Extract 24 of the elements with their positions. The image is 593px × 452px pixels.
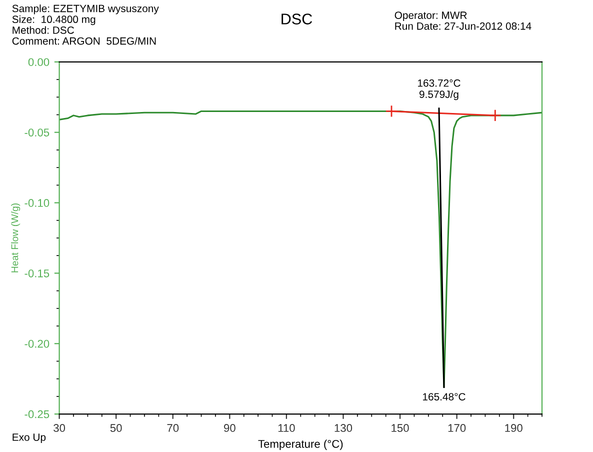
y-tick-label: -0.25 — [24, 410, 50, 418]
y-tick-label: -0.15 — [24, 269, 50, 278]
y-axis-title: Heat Flow (W/g) — [11, 203, 20, 272]
x-tick-label: 170 — [448, 424, 466, 432]
x-tick-label: 30 — [54, 424, 66, 432]
y-tick-label: -0.20 — [24, 340, 50, 348]
y-tick-label: 0.00 — [28, 58, 50, 66]
x-tick-label: 130 — [334, 424, 352, 432]
x-tick-label: 150 — [392, 424, 409, 432]
annotation: 165.48°C — [423, 393, 466, 400]
x-tick-label: 190 — [505, 424, 522, 432]
x-axis-title: Temperature (°C) — [258, 440, 343, 450]
x-tick-label: 110 — [278, 424, 295, 432]
y-tick-label: -0.10 — [24, 199, 50, 207]
annotation: 163.72°C 9.579J/g — [418, 79, 460, 100]
text: Sample: EZETYMIB wysuszony Size: 10.4800 mg Method: DSC Comment: ARGON 5DEG/MIN — [12, 4, 159, 45]
text: Exo Up — [12, 434, 46, 443]
x-tick-label: 50 — [110, 424, 122, 432]
x-tick-label: 70 — [167, 424, 179, 432]
x-tick-label: 90 — [224, 424, 236, 432]
line-series — [59, 110, 542, 388]
y-tick-label: -0.05 — [24, 128, 50, 136]
chart-title: DSC — [282, 14, 312, 24]
text: Operator: MWR Run Date: 27-Jun-2012 08:14 — [394, 12, 532, 30]
